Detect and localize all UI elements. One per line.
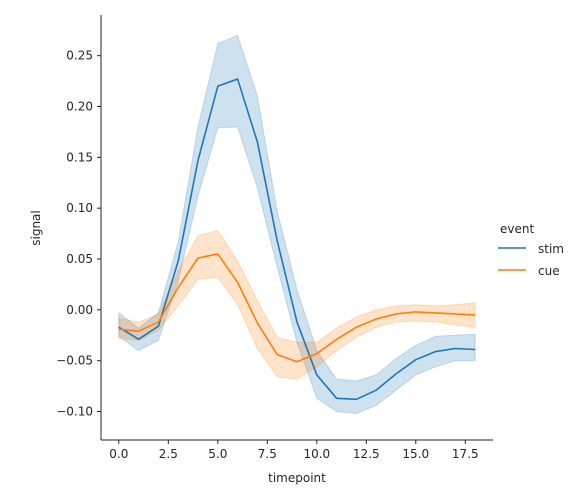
x-tick-label: 2.5 [159, 447, 178, 461]
x-axis-ticks: 0.0 2.5 5.0 7.5 10.0 12.5 15.0 17.5 [109, 440, 479, 461]
x-tick-label: 5.0 [208, 447, 227, 461]
ci-band-stim [118, 34, 476, 415]
y-tick-label: −0.10 [56, 405, 93, 419]
y-tick-label: 0.20 [66, 100, 93, 114]
y-tick-label: 0.25 [66, 49, 93, 63]
legend-label-cue: cue [538, 264, 560, 278]
legend-label-stim: stim [538, 242, 564, 256]
legend-title: event [500, 222, 534, 236]
x-tick-label: 17.5 [452, 447, 479, 461]
y-tick-label: 0.10 [66, 201, 93, 215]
y-tick-label: 0.05 [66, 252, 93, 266]
y-tick-label: 0.15 [66, 150, 93, 164]
x-tick-label: 7.5 [258, 447, 277, 461]
x-tick-label: 12.5 [353, 447, 380, 461]
y-axis-label: signal [29, 210, 43, 246]
series-line-cue [118, 253, 476, 363]
x-tick-label: 0.0 [109, 447, 128, 461]
x-tick-label: 10.0 [303, 447, 330, 461]
series-line-stim [118, 78, 476, 401]
series-lines [118, 78, 476, 401]
x-axis-label: timepoint [268, 471, 326, 485]
y-tick-label: 0.00 [66, 303, 93, 317]
confidence-bands [118, 34, 476, 415]
y-axis-ticks: −0.10 −0.05 0.00 0.05 0.10 0.15 0.20 0.25 [56, 49, 101, 419]
x-tick-label: 15.0 [402, 447, 429, 461]
y-tick-label: −0.05 [56, 354, 93, 368]
ci-band-cue [118, 229, 476, 380]
legend: event stim cue [498, 222, 564, 278]
